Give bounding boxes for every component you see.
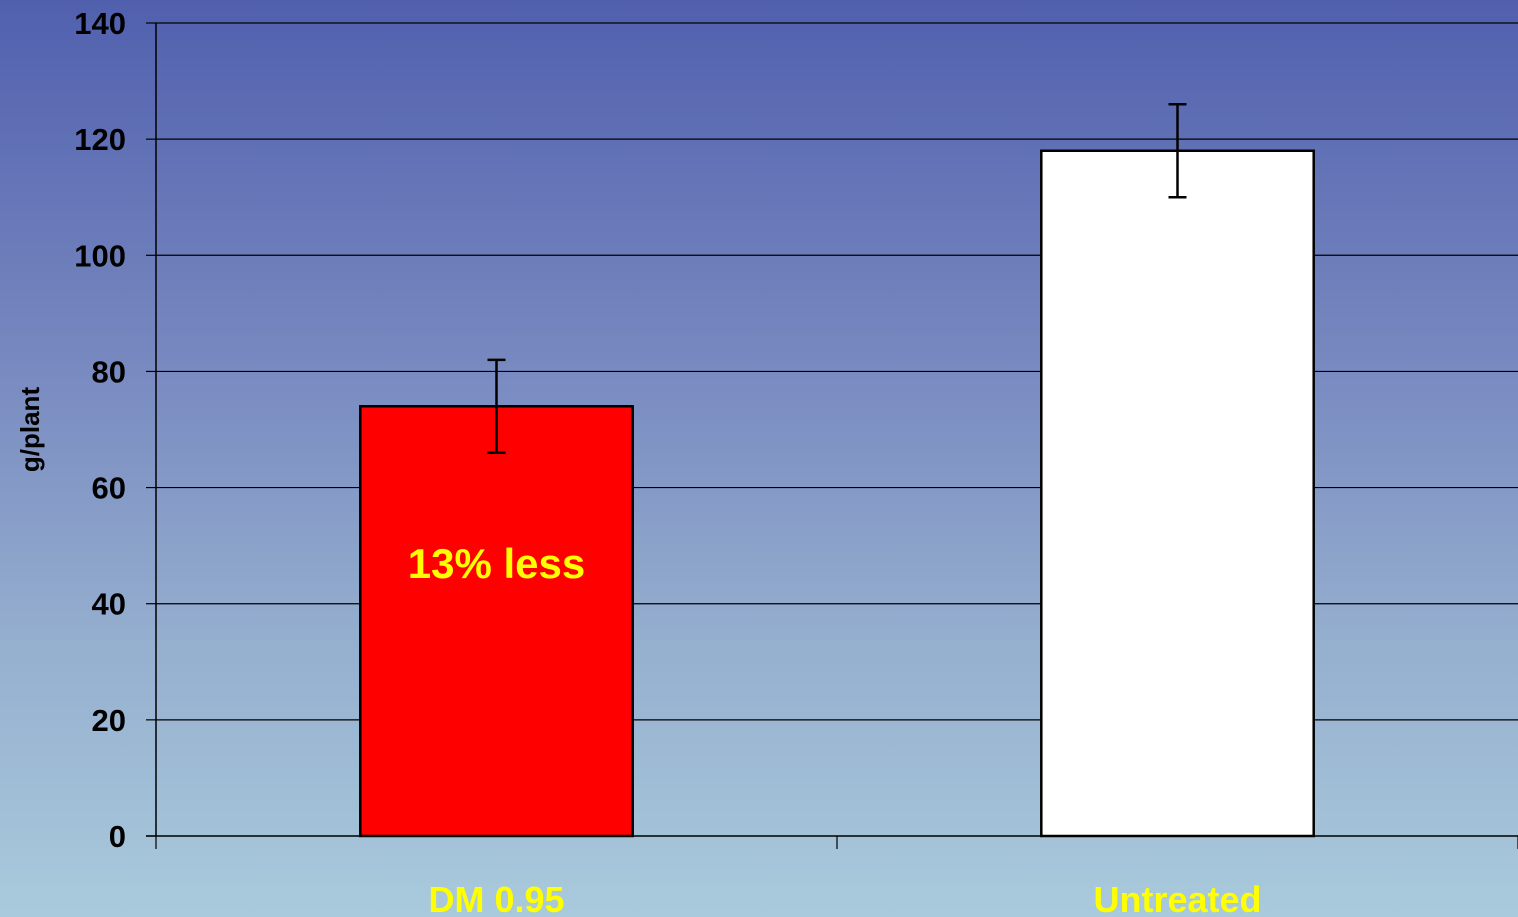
y-tick-label: 60 xyxy=(92,471,126,506)
y-axis-label: g/plant xyxy=(15,387,45,473)
category-label: Untreated xyxy=(1093,879,1261,917)
y-tick-labels: 0 20 40 60 80 100 120 140 xyxy=(74,6,126,854)
y-tick-label: 80 xyxy=(92,354,126,389)
annotation-label: 13% less xyxy=(408,540,585,587)
x-tick-marks xyxy=(155,836,1518,849)
annotations: 13% less xyxy=(408,540,585,587)
axes xyxy=(146,23,1518,837)
bar-dm-0-95 xyxy=(359,405,634,838)
category-labels: DM 0.95 Untreated xyxy=(428,879,1261,917)
category-label: DM 0.95 xyxy=(428,879,564,917)
y-tick-label: 140 xyxy=(74,6,126,41)
y-tick-label: 40 xyxy=(92,587,126,622)
y-tick-label: 20 xyxy=(92,703,126,738)
error-bar xyxy=(487,358,506,454)
error-bars xyxy=(487,103,1187,454)
y-tick-label: 100 xyxy=(74,238,126,273)
bars xyxy=(359,149,1315,838)
error-bar xyxy=(1168,103,1187,199)
y-tick-label: 120 xyxy=(74,122,126,157)
y-tick-label: 0 xyxy=(109,819,126,854)
bar-untreated xyxy=(1040,149,1315,838)
